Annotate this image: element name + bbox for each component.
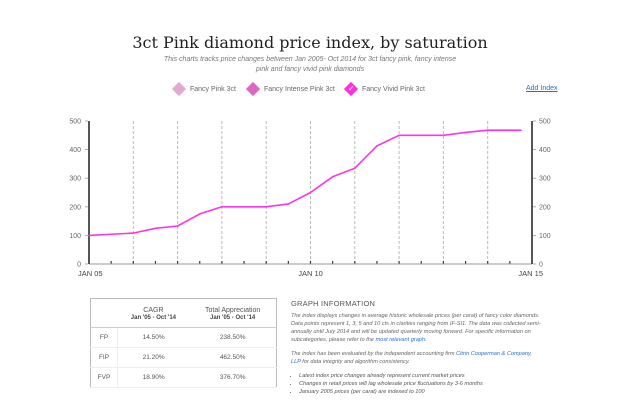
info-heading: GRAPH INFORMATION <box>291 299 376 308</box>
info-paragraph-1: The index displays changes in average hi… <box>291 312 541 344</box>
header-sub: Jan '05 - Oct '14 <box>210 315 256 321</box>
data-point <box>287 203 290 205</box>
legend-item-fancy-vivid-pink[interactable]: ✓ Fancy Vivid Pink 3ct <box>343 81 425 97</box>
line-chart: 0 0 100 100 200 200 300 300 400 400 500 500 JAN 05 JA… <box>69 119 551 279</box>
cagr-cell: 21.20% <box>117 347 190 368</box>
info-bullet: Latest index price changes already repre… <box>299 372 541 380</box>
y-tick-label-left: 100 <box>69 233 81 240</box>
y-tick-label-right: 400 <box>539 147 551 154</box>
table-header-row: CAGR Jan '05 - Oct '14 Total Appreciation… <box>90 298 277 328</box>
header-title: CAGR <box>143 307 164 314</box>
legend-item-fancy-intense-pink[interactable]: Fancy Intense Pink 3ct <box>245 81 335 97</box>
x-tick-label: JAN 10 <box>298 269 323 278</box>
y-tick-label-left: 200 <box>69 204 81 211</box>
header-cagr: CAGR Jan '05 - Oct '14 <box>117 298 190 328</box>
row-label: FP <box>90 327 118 348</box>
header-title: Total Appreciation <box>205 307 261 314</box>
most-relevant-graph-link[interactable]: most relevant graph. <box>375 337 427 343</box>
add-index-link[interactable]: Add Index <box>526 85 558 92</box>
info-bullet: Changes in retail prices will lag wholes… <box>299 380 541 388</box>
y-tick-label-left: 0 <box>77 262 81 269</box>
data-point <box>132 232 135 234</box>
total-cell: 376.70% <box>189 367 277 388</box>
series-line-fancy-vivid-pink <box>88 129 521 237</box>
header-empty <box>90 298 118 328</box>
legend-label: Fancy Vivid Pink 3ct <box>362 85 425 93</box>
info-text: for data integrity and algorithm consist… <box>300 359 410 365</box>
data-point <box>176 225 179 227</box>
data-point <box>198 213 201 215</box>
total-cell: 238.50% <box>189 327 277 348</box>
data-point <box>398 134 400 137</box>
cagr-cell: 14.50% <box>117 327 190 348</box>
data-point <box>354 167 356 169</box>
data-point <box>88 234 90 237</box>
row-label: FIP <box>90 347 118 368</box>
y-tick-label-left: 300 <box>69 176 81 183</box>
y-tick-label-right: 200 <box>539 204 551 211</box>
header-total: Total Appreciation Jan '05 - Oct '14 <box>189 298 277 328</box>
info-bullet: January 2005 prices (per carat) are inde… <box>299 388 541 396</box>
data-point <box>265 206 268 208</box>
row-label: FVP <box>90 367 118 388</box>
table-row: FIP 21.20% 462.50% <box>90 347 277 368</box>
y-tick-label-right: 500 <box>539 119 551 126</box>
chart-subtitle: This charts tracks price changes between… <box>163 56 457 73</box>
x-tick-label: JAN 15 <box>518 269 543 278</box>
data-point <box>376 145 378 147</box>
data-point <box>464 131 467 134</box>
info-text: The index displays changes in average hi… <box>291 313 541 343</box>
graph-information: GRAPH INFORMATION The index displays cha… <box>291 299 541 396</box>
data-point <box>486 129 489 131</box>
info-paragraph-2: The index has been evaluated by the inde… <box>291 350 541 366</box>
y-tick-label-right: 0 <box>539 262 543 269</box>
info-bullets: Latest index price changes already repre… <box>291 372 541 396</box>
y-tick-label-right: 100 <box>539 233 551 240</box>
legend-item-fancy-pink[interactable]: Fancy Pink 3ct <box>171 81 236 97</box>
table-row: FP 14.50% 238.50% <box>90 327 277 348</box>
appreciation-table: CAGR Jan '05 - Oct '14 Total Appreciation… <box>90 298 277 388</box>
cagr-cell: 18.90% <box>117 367 190 388</box>
legend-label: Fancy Pink 3ct <box>190 85 236 93</box>
table-row: FVP 18.90% 376.70% <box>90 367 277 388</box>
citrin-cooperman-link[interactable]: Citrin Cooperman & Company, LLP <box>291 351 532 365</box>
x-tick-label: JAN 05 <box>78 269 103 278</box>
data-point <box>154 227 157 230</box>
data-point <box>221 206 223 208</box>
y-tick-label-right: 300 <box>539 176 551 183</box>
legend-label: Fancy Intense Pink 3ct <box>264 85 335 93</box>
y-tick-label-left: 400 <box>69 147 81 154</box>
data-point <box>520 129 522 131</box>
y-tick-label-left: 500 <box>69 119 81 126</box>
info-text: The index has been evaluated by the inde… <box>291 351 457 357</box>
data-point <box>442 134 445 137</box>
data-point <box>309 191 312 194</box>
chart-title: 3ct Pink diamond price index, by saturat… <box>132 33 488 52</box>
data-point <box>331 175 334 178</box>
header-sub: Jan '05 - Oct '14 <box>130 315 176 321</box>
total-cell: 462.50% <box>189 347 277 368</box>
